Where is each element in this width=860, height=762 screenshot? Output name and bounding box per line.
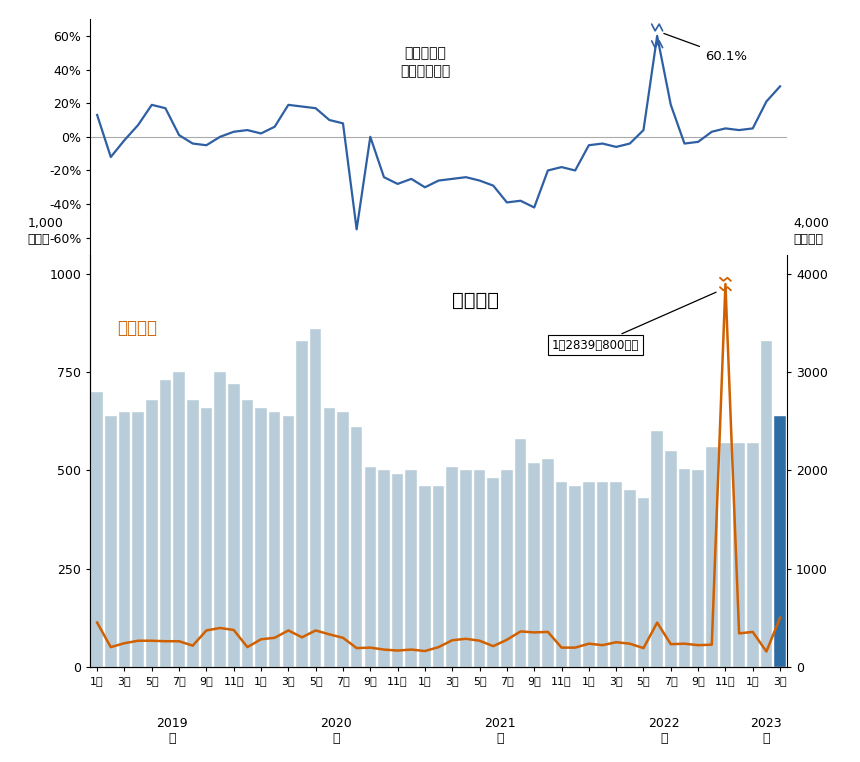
Bar bbox=[460, 470, 472, 667]
Bar bbox=[392, 475, 403, 667]
Bar bbox=[501, 470, 513, 667]
Bar bbox=[323, 408, 335, 667]
Bar bbox=[419, 486, 431, 667]
Text: 前年同月比
（倒産件数）: 前年同月比 （倒産件数） bbox=[400, 46, 450, 78]
Text: 負債総額: 負債総額 bbox=[118, 319, 157, 337]
Bar bbox=[269, 411, 280, 667]
Bar bbox=[706, 447, 717, 667]
Bar bbox=[760, 341, 772, 667]
Bar bbox=[146, 400, 157, 667]
Text: 2023
年: 2023 年 bbox=[751, 717, 783, 744]
Bar bbox=[637, 498, 649, 667]
Bar bbox=[569, 486, 581, 667]
Bar bbox=[173, 373, 185, 667]
Bar bbox=[351, 427, 362, 667]
Bar bbox=[187, 400, 199, 667]
Bar bbox=[310, 329, 322, 667]
Bar bbox=[747, 443, 759, 667]
Bar bbox=[611, 482, 622, 667]
Text: 1兆2839億800万円: 1兆2839億800万円 bbox=[552, 292, 716, 352]
Bar bbox=[774, 415, 786, 667]
Bar bbox=[474, 470, 485, 667]
Bar bbox=[365, 466, 376, 667]
Text: 1,000
（件）: 1,000 （件） bbox=[28, 217, 64, 246]
Bar bbox=[651, 431, 663, 667]
Text: 倒産件数: 倒産件数 bbox=[452, 290, 500, 309]
Text: 4,000
（億円）: 4,000 （億円） bbox=[794, 217, 830, 246]
Bar bbox=[528, 463, 540, 667]
Bar bbox=[160, 380, 171, 667]
Bar bbox=[283, 415, 294, 667]
Bar bbox=[583, 482, 594, 667]
Bar bbox=[378, 470, 390, 667]
Bar bbox=[405, 470, 417, 667]
Text: 60.1%: 60.1% bbox=[664, 34, 747, 62]
Bar bbox=[624, 490, 636, 667]
Bar bbox=[446, 466, 458, 667]
Text: 2019
年: 2019 年 bbox=[157, 717, 188, 744]
Bar bbox=[242, 400, 253, 667]
Bar bbox=[515, 439, 526, 667]
Bar bbox=[692, 470, 704, 667]
Bar bbox=[488, 479, 499, 667]
Bar bbox=[228, 384, 240, 667]
Bar bbox=[433, 486, 445, 667]
Text: 2020
年: 2020 年 bbox=[320, 717, 352, 744]
Bar bbox=[91, 392, 103, 667]
Bar bbox=[296, 341, 308, 667]
Bar bbox=[132, 411, 144, 667]
Bar bbox=[105, 415, 117, 667]
Bar bbox=[556, 482, 568, 667]
Bar bbox=[542, 459, 554, 667]
Bar bbox=[665, 451, 677, 667]
Bar bbox=[337, 411, 349, 667]
Bar bbox=[200, 408, 212, 667]
Bar bbox=[255, 408, 267, 667]
Bar bbox=[734, 443, 745, 667]
Bar bbox=[679, 469, 691, 667]
Bar bbox=[597, 482, 608, 667]
Bar bbox=[119, 411, 130, 667]
Bar bbox=[720, 443, 731, 667]
Bar bbox=[214, 373, 226, 667]
Text: 2022
年: 2022 年 bbox=[648, 717, 679, 744]
Text: 2021
年: 2021 年 bbox=[484, 717, 516, 744]
